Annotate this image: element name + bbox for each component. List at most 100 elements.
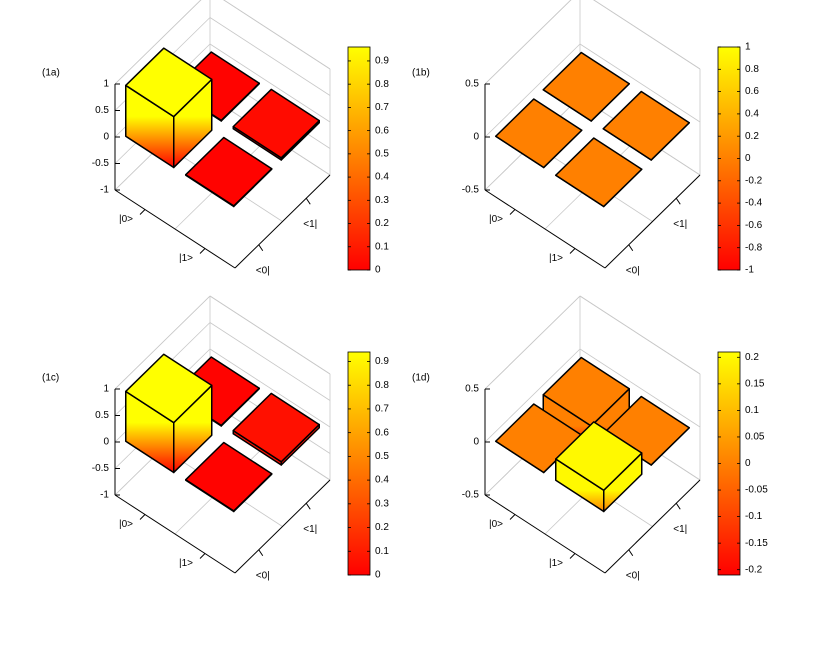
col-tick [675,502,681,510]
grid-line [209,322,331,401]
colorbar-tick-label: 0.3 [375,498,389,509]
z-tick-label: 0 [103,132,109,143]
grid-line [209,348,331,428]
row-axis [484,494,606,574]
colorbar-tick-label: -0.05 [745,485,768,496]
colorbar-tick-label: 0.4 [375,172,389,183]
colorbar [347,46,371,271]
col-axis [234,479,331,574]
colorbar-tick-label: 0.4 [375,475,389,486]
box-edge [593,0,701,70]
colorbar [717,351,741,576]
colorbar-tick-label: 0.5 [375,148,389,159]
z-tick-label: -0.5 [462,490,480,501]
colorbar-tick-label: -0.8 [745,242,763,253]
colorbar-tick-label: 0.3 [375,195,389,206]
grid-line [223,0,331,70]
panel-label: (1d) [412,373,430,384]
colorbar-tick-label: 0.05 [745,432,765,443]
row-tick [569,553,576,559]
row-label: |1> [179,558,193,569]
bar-top [495,98,583,169]
col-label: <0| [256,570,270,581]
grid-line [209,43,331,123]
col-tick [305,197,311,205]
colorbar-tick-label: 0.6 [375,427,389,438]
z-tick-label: -0.5 [92,158,110,169]
bar-top [185,136,273,207]
colorbar-tick-label: -1 [745,265,754,276]
grid-line [484,348,581,443]
z-tick-label: 0.5 [95,410,109,421]
colorbar-tick-label: 0 [745,458,751,469]
row-axis [114,189,236,269]
colorbar-tick-label: 0.7 [375,102,389,113]
row-tick [139,209,146,215]
col-tick [675,197,681,205]
col-axis [604,479,701,574]
grid-line [579,43,701,123]
z-tick-label: 0 [103,437,109,448]
colorbar-tick-label: 0 [375,265,381,276]
colorbar-tick-label: 0.2 [745,352,759,363]
colorbar-tick-label: 0.2 [375,218,389,229]
bar-top [232,88,320,159]
z-tick-label: 1 [103,79,109,90]
z-tick-label: -1 [100,185,109,196]
col-axis [604,174,701,269]
grid-line [209,17,331,96]
row-tick [199,248,206,254]
col-axis [234,174,331,269]
panel-label: (1c) [42,373,59,384]
colorbar-tick-label: 0.9 [375,356,389,367]
row-tick [509,514,516,520]
colorbar-tick-label: 0.2 [745,131,759,142]
colorbar-tick-label: -0.2 [745,175,763,186]
colorbar-tick-label: 0.15 [745,378,765,389]
z-tick-label: 0 [473,437,479,448]
colorbar-tick-label: 0.5 [375,451,389,462]
bar-top [542,356,630,427]
bar-top [555,421,643,491]
grid-line [114,295,211,390]
bar-top [602,90,690,161]
col-label: <0| [256,265,270,276]
z-tick-label: 0.5 [95,105,109,116]
bar-top [555,137,643,208]
z-tick-label: 1 [103,384,109,395]
colorbar-tick-label: -0.2 [745,564,763,575]
colorbar-tick-label: 1 [745,42,751,53]
colorbar-tick-label: 0.1 [745,405,759,416]
col-label: <1| [673,219,687,230]
colorbar-tick-label: 0.1 [375,546,389,557]
row-tick [199,553,206,559]
col-tick [258,549,264,557]
panel-label: (1b) [412,68,430,79]
bar-top [542,51,630,122]
row-label: |1> [179,253,193,264]
row-label: |0> [489,519,503,530]
colorbar-tick-label: 0.6 [375,125,389,136]
box-edge [223,0,331,70]
grid-line [114,0,202,85]
col-label: <1| [303,219,317,230]
colorbar-tick-label: 0 [745,153,751,164]
row-label: |1> [549,253,563,264]
grid-line [579,295,701,375]
colorbar-tick-label: 0.2 [375,522,389,533]
grid-line [484,295,581,390]
col-tick [628,244,634,252]
row-tick [139,514,146,520]
z-tick-label: 0.5 [465,384,479,395]
grid-line [593,0,701,70]
colorbar-tick-label: 0.8 [745,64,759,75]
row-label: |1> [549,558,563,569]
colorbar-tick-label: 0.8 [375,380,389,391]
col-label: <0| [626,265,640,276]
colorbar-tick-label: 0.4 [745,109,759,120]
panel-label: (1a) [42,68,60,79]
row-label: |0> [119,214,133,225]
colorbar [347,351,371,576]
row-axis [484,189,606,269]
bar-top [125,353,213,424]
